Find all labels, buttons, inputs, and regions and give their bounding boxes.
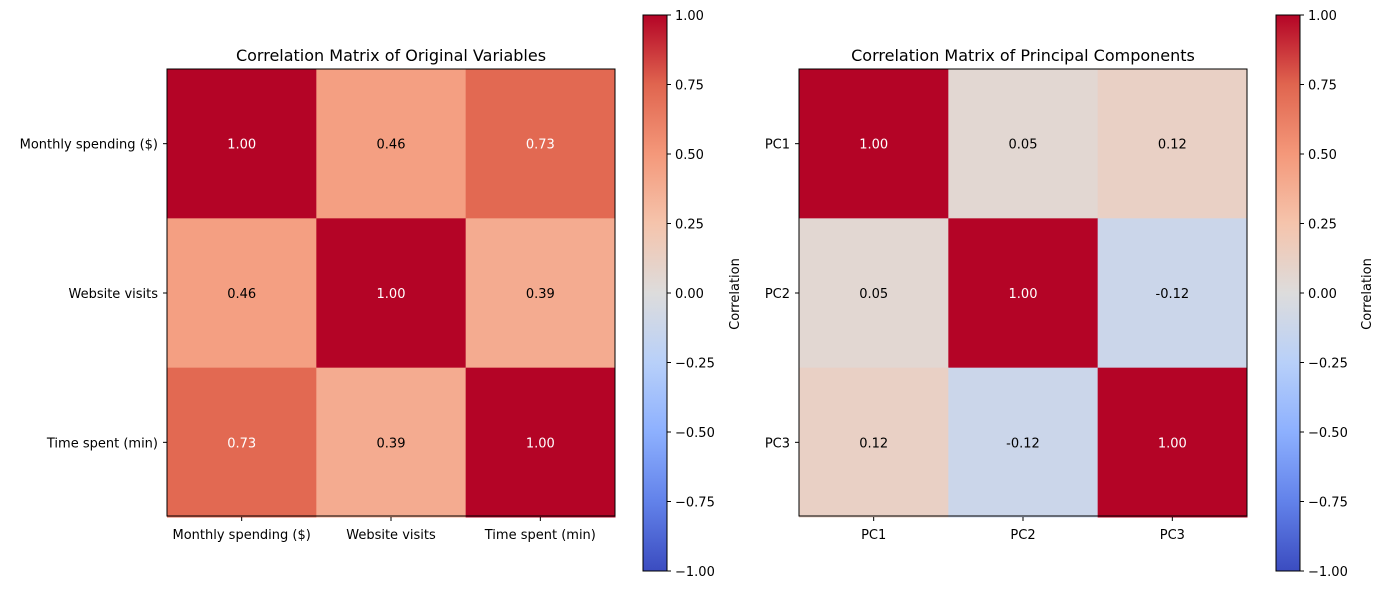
colorbar-ticks: 1.00 0.75 0.50 0.25 0.00 −0.25 −0.50 −0.75 −1.00 xyxy=(1300,9,1348,580)
cell-value-label: 1.00 xyxy=(377,287,406,302)
y-tick-label: Website visits xyxy=(68,287,158,302)
colorbar-tick-label: 1.00 xyxy=(1308,9,1337,24)
cell-value-label: 1.00 xyxy=(1009,287,1038,302)
colorbar-tick-label: 0.50 xyxy=(1308,148,1337,163)
heatmap-cell xyxy=(316,218,467,369)
heatmap-cell xyxy=(948,367,1099,518)
cell-value-label: 0.46 xyxy=(377,138,406,153)
colorbar: 1.00 0.75 0.50 0.25 0.00 −0.25 −0.50 −0.75 −1.00… xyxy=(642,9,743,580)
cell-value-label: 1.00 xyxy=(227,138,256,153)
colorbar-tick-label: 1.00 xyxy=(675,9,704,24)
heatmap-cell xyxy=(799,367,949,518)
heatmap-principal-components: Correlation Matrix of Principal Componen… xyxy=(765,9,1375,580)
x-tick-label: PC1 xyxy=(861,528,886,543)
heatmap-cell xyxy=(316,367,467,518)
heatmap-cell xyxy=(167,69,317,219)
heatmap-cell xyxy=(465,69,616,219)
heatmap-cell xyxy=(1097,218,1248,369)
cell-value-label: 0.39 xyxy=(526,287,555,302)
heatmap-cells xyxy=(167,69,616,518)
colorbar-tick-label: −0.25 xyxy=(675,357,715,372)
cell-value-label: 1.00 xyxy=(859,138,888,153)
y-tick-label: Time spent (min) xyxy=(46,436,158,451)
colorbar-tick-label: 0.00 xyxy=(1308,287,1337,302)
cell-value-label: -0.12 xyxy=(1006,436,1040,451)
y-tick-label: PC3 xyxy=(765,436,790,451)
cell-value-label: 1.00 xyxy=(1158,436,1187,451)
colorbar-tick-label: −0.75 xyxy=(1308,496,1348,511)
colorbar-tick-label: 0.25 xyxy=(1308,218,1337,233)
cell-value-labels: 1.00 0.05 0.12 0.05 1.00 -0.12 0.12 -0.12 1.00 xyxy=(859,138,1189,452)
colorbar-gradient xyxy=(1275,14,1301,572)
heatmap-cells xyxy=(799,69,1248,518)
heatmap-cell xyxy=(948,218,1099,369)
colorbar-tick-label: −1.00 xyxy=(1308,565,1348,580)
colorbar-tick-label: −1.00 xyxy=(675,565,715,580)
chart-title: Correlation Matrix of Principal Componen… xyxy=(851,46,1195,65)
cell-value-label: 1.00 xyxy=(526,436,555,451)
colorbar-tick-label: 0.00 xyxy=(675,287,704,302)
y-tick-labels: PC1 PC2 PC3 xyxy=(765,138,799,451)
y-tick-label: PC2 xyxy=(765,287,790,302)
colorbar-gradient xyxy=(642,14,668,572)
heatmap-cell xyxy=(948,69,1099,219)
x-tick-label: PC3 xyxy=(1160,528,1185,543)
colorbar-tick-label: 0.75 xyxy=(1308,79,1337,94)
cell-value-label: 0.12 xyxy=(1158,138,1187,153)
x-tick-label: Time spent (min) xyxy=(484,528,596,543)
colorbar-tick-label: −0.50 xyxy=(1308,426,1348,441)
heatmap-cell xyxy=(465,367,616,518)
heatmap-cell xyxy=(167,218,317,369)
colorbar-tick-label: −0.50 xyxy=(675,426,715,441)
cell-value-label: 0.73 xyxy=(227,436,256,451)
colorbar-label: Correlation xyxy=(1360,258,1375,330)
cell-value-label: 0.46 xyxy=(227,287,256,302)
colorbar-tick-label: 0.25 xyxy=(675,218,704,233)
x-tick-label: Website visits xyxy=(346,528,436,543)
cell-value-label: 0.05 xyxy=(859,287,888,302)
cell-value-label: -0.12 xyxy=(1156,287,1190,302)
colorbar-label: Correlation xyxy=(728,258,743,330)
cell-value-label: 0.39 xyxy=(377,436,406,451)
colorbar-tick-label: 0.75 xyxy=(675,79,704,94)
heatmap-cell xyxy=(799,69,949,219)
heatmap-cell xyxy=(1097,367,1248,518)
colorbar-ticks: 1.00 0.75 0.50 0.25 0.00 −0.25 −0.50 −0.75 −1.00 xyxy=(667,9,715,580)
cell-value-label: 0.73 xyxy=(526,138,555,153)
colorbar-tick-label: −0.75 xyxy=(675,496,715,511)
y-tick-labels: Monthly spending ($) Website visits Time s… xyxy=(20,138,167,451)
cell-value-label: 0.05 xyxy=(1009,138,1038,153)
y-tick-label: PC1 xyxy=(765,138,790,153)
y-tick-label: Monthly spending ($) xyxy=(20,138,158,153)
x-tick-label: Monthly spending ($) xyxy=(172,528,310,543)
cell-value-label: 0.12 xyxy=(859,436,888,451)
chart-title: Correlation Matrix of Original Variables xyxy=(236,46,546,65)
heatmap-cell xyxy=(316,69,467,219)
cell-value-labels: 1.00 0.46 0.73 0.46 1.00 0.39 0.73 0.39 1.00 xyxy=(227,138,555,452)
heatmap-cell xyxy=(799,218,949,369)
x-tick-label: PC2 xyxy=(1010,528,1035,543)
x-tick-labels: Monthly spending ($) Website visits Time s… xyxy=(172,517,596,543)
colorbar-tick-label: −0.25 xyxy=(1308,357,1348,372)
heatmap-cell xyxy=(465,218,616,369)
colorbar-tick-label: 0.50 xyxy=(675,148,704,163)
heatmap-cell xyxy=(1097,69,1248,219)
x-tick-labels: PC1 PC2 PC3 xyxy=(861,517,1185,543)
heatmap-cell xyxy=(167,367,317,518)
heatmap-original-variables: Correlation Matrix of Original Variables… xyxy=(20,9,743,580)
colorbar: 1.00 0.75 0.50 0.25 0.00 −0.25 −0.50 −0.75 −1.00… xyxy=(1275,9,1375,580)
